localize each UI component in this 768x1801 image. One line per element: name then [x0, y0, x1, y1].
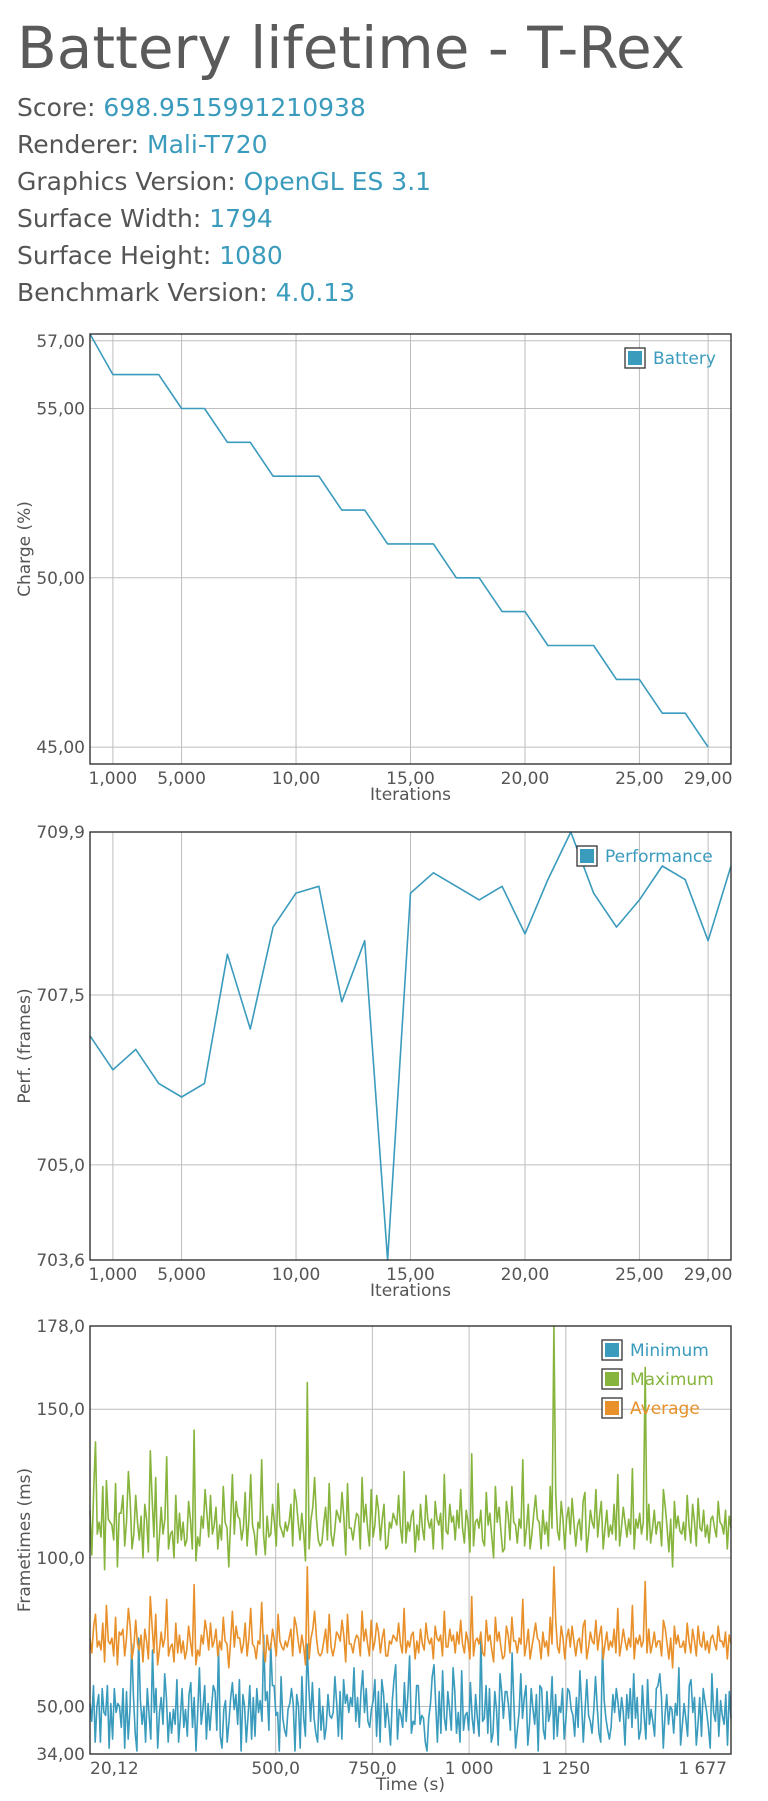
- x-tick-label: 20,00: [501, 1265, 550, 1285]
- x-tick-label: 20,00: [501, 769, 550, 789]
- info-label: Renderer:: [17, 130, 148, 159]
- legend-label: Maximum: [630, 1370, 714, 1390]
- info-surface-height: Surface Height: 1080: [17, 241, 283, 270]
- y-axis-title: Frametimes (ms): [15, 1468, 35, 1612]
- info-value: OpenGL ES 3.1: [243, 167, 432, 196]
- info-value: 1080: [219, 241, 283, 270]
- x-tick-label: 750,0: [348, 1759, 397, 1779]
- series-line-minimum: [89, 1634, 732, 1752]
- legend-swatch: [605, 1401, 619, 1415]
- info-label: Score:: [17, 93, 104, 122]
- x-tick-label: 5,000: [157, 769, 206, 789]
- x-tick-label: 10,00: [272, 1265, 321, 1285]
- x-tick-label: 25,00: [615, 769, 664, 789]
- x-tick-label: 1,000: [89, 1265, 138, 1285]
- x-tick-label: 29,00: [684, 1265, 733, 1285]
- legend-label: Minimum: [630, 1341, 709, 1361]
- x-tick-label: 500,0: [251, 1759, 300, 1779]
- info-value: 698.9515991210938: [103, 93, 366, 122]
- performance-chart: 709,9 707,5 705,0 703,61,000 5,000 10,00 15,00…: [15, 823, 733, 1301]
- x-axis-title: Iterations: [370, 785, 451, 805]
- page-title: Battery lifetime - T-Rex: [17, 14, 685, 82]
- y-tick-label: 50,00: [36, 569, 85, 589]
- plot-frame: [89, 1325, 732, 1755]
- x-tick-label: 20,12: [90, 1759, 139, 1779]
- x-axis-title: Time (s): [375, 1775, 445, 1795]
- y-tick-label: 707,5: [36, 986, 85, 1006]
- info-label: Benchmark Version:: [17, 278, 276, 307]
- info-value: 4.0.13: [275, 278, 356, 307]
- x-tick-label: 29,00: [684, 769, 733, 789]
- x-tick-label: 10,00: [272, 769, 321, 789]
- y-tick-label: 178,0: [36, 1317, 85, 1337]
- y-tick-label: 57,00: [36, 332, 85, 352]
- y-tick-label: 50,00: [36, 1697, 85, 1717]
- info-label: Surface Width:: [17, 204, 210, 233]
- legend-swatch: [580, 849, 594, 863]
- y-axis-title: Perf. (frames): [15, 988, 35, 1103]
- x-axis-title: Iterations: [370, 1281, 451, 1301]
- info-label: Surface Height:: [17, 241, 220, 270]
- legend-label: Battery: [653, 349, 716, 369]
- legend-swatch: [628, 351, 642, 365]
- y-tick-label: 55,00: [36, 399, 85, 419]
- y-tick-label: 34,00: [36, 1745, 85, 1765]
- battery-chart: 57,00 55,00 50,00 45,001,000 5,000 10,00 15,00…: [15, 332, 733, 805]
- y-tick-label: 150,0: [36, 1400, 85, 1420]
- series-line-maximum: [89, 1325, 732, 1571]
- x-tick-label: 5,000: [157, 1265, 206, 1285]
- x-tick-label: 1 677: [678, 1759, 727, 1779]
- x-tick-label: 25,00: [615, 1265, 664, 1285]
- y-axis-title: Charge (%): [15, 501, 35, 597]
- info-benchmark-version: Benchmark Version: 4.0.13: [17, 278, 355, 307]
- y-tick-label: 709,9: [36, 823, 85, 843]
- plot-frame: [89, 831, 732, 1261]
- plot-frame: [89, 333, 732, 765]
- info-graphics-version: Graphics Version: OpenGL ES 3.1: [17, 167, 431, 196]
- legend-label: Average: [630, 1399, 700, 1419]
- legend-swatch: [605, 1372, 619, 1386]
- series-line-battery: [89, 333, 709, 748]
- x-tick-label: 15,00: [386, 769, 435, 789]
- info-value: 1794: [209, 204, 273, 233]
- x-tick-label: 1,000: [89, 769, 138, 789]
- y-tick-label: 705,0: [36, 1156, 85, 1176]
- info-value: Mali-T720: [147, 130, 268, 159]
- info-renderer: Renderer: Mali-T720: [17, 130, 268, 159]
- y-tick-label: 45,00: [36, 738, 85, 758]
- y-tick-label: 100,0: [36, 1549, 85, 1569]
- x-tick-label: 1 250: [541, 1759, 590, 1779]
- info-label: Graphics Version:: [17, 167, 244, 196]
- legend-label: Performance: [605, 847, 713, 867]
- info-score: Score: 698.9515991210938: [17, 93, 366, 122]
- series-line-average: [89, 1566, 732, 1669]
- info-surface-width: Surface Width: 1794: [17, 204, 273, 233]
- y-tick-label: 703,6: [36, 1251, 85, 1271]
- legend-swatch: [605, 1343, 619, 1357]
- series-line-performance: [89, 831, 732, 1261]
- x-tick-label: 1 000: [445, 1759, 494, 1779]
- x-tick-label: 15,00: [386, 1265, 435, 1285]
